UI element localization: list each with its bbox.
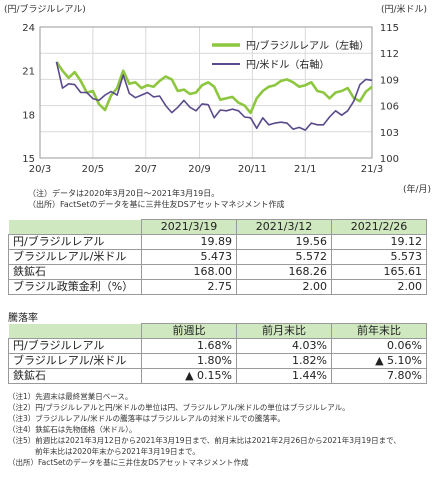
- table-row: ブラジルレアル/米ドル 5.473 5.572 5.573: [8, 249, 427, 265]
- change-header: 前月末比: [236, 323, 332, 339]
- row-label: ブラジルレアル/米ドル: [8, 249, 142, 265]
- chart-legend: 円/ブラジルレアル（左軸） 円/米ドル（右軸）: [212, 39, 369, 71]
- x-tick-label: 21/1: [294, 164, 316, 175]
- table-row: 円/ブラジルレアル 1.68% 4.03% 0.06%: [8, 338, 427, 354]
- cell-value: ▲ 5.10%: [331, 353, 427, 369]
- plot-frame: [39, 26, 373, 159]
- footnote: 前年末比は2020年末から2021年3月19日まで。: [35, 447, 200, 456]
- y-right-tick-label: 106: [380, 102, 399, 113]
- cell-value: 0.06%: [331, 338, 427, 354]
- change-header-row: 前週比 前月末比 前年末比: [8, 323, 427, 339]
- row-label: 鉄鉱石: [8, 368, 142, 384]
- levels-header-date: 2021/3/19: [141, 219, 237, 235]
- footnote: （注1）先週末は最終営業日ベース。: [8, 392, 133, 401]
- x-tick-label: 20/3: [29, 164, 51, 175]
- cell-value: 168.26: [236, 264, 332, 280]
- row-label: 円/ブラジルレアル: [8, 234, 142, 250]
- y-right-tick-label: 103: [380, 128, 399, 139]
- chart-source: （出所）FactSetのデータを基に三井住友DSアセットマネジメント作成: [28, 200, 285, 209]
- row-label: ブラジルレアル/米ドル: [8, 353, 142, 369]
- brl-jpy-line: [55, 61, 373, 115]
- y-right-tick-label: 109: [380, 75, 399, 86]
- footnote: （注4）鉄鉱石は先物価格（米ドル）。: [8, 425, 137, 434]
- usd-jpy-line: [55, 61, 373, 131]
- footnotes: （注1）先週末は最終営業日ベース。 （注2）円/ブラジルレアルと円/米ドルの単位…: [8, 391, 401, 468]
- levels-header-row: 2021/3/19 2021/3/12 2021/2/26: [8, 219, 427, 235]
- y-left-tick-label: 15: [22, 154, 35, 165]
- levels-table: 2021/3/19 2021/3/12 2021/2/26 円/ブラジルレアル …: [8, 219, 427, 295]
- x-tick-label: 20/11: [238, 164, 267, 175]
- cell-value: 2.00: [236, 279, 332, 295]
- row-label: 円/ブラジルレアル: [8, 338, 142, 354]
- y-left-tick-label: 18: [22, 110, 35, 121]
- cell-value: 1.68%: [141, 338, 237, 354]
- right-axis-title: (円/米ドル): [380, 5, 427, 15]
- x-tick-label: 21/3: [361, 164, 383, 175]
- cell-value: 7.80%: [331, 368, 427, 384]
- cell-value: 2.00: [331, 279, 427, 295]
- chart-note: （注）データは2020年3月20日～2021年3月19日。: [28, 189, 220, 198]
- change-header: 前週比: [141, 323, 237, 339]
- row-label: 鉄鉱石: [8, 264, 142, 280]
- levels-corner: [8, 219, 142, 235]
- cell-value: 19.56: [236, 234, 332, 250]
- x-tick-label: 20/9: [188, 164, 210, 175]
- cell-value: 168.00: [141, 264, 237, 280]
- footnote: （注2）円/ブラジルレアルと円/米ドルの単位は円、ブラジルレアル/米ドルの単位は…: [8, 403, 350, 412]
- cell-value: 1.82%: [236, 353, 332, 369]
- levels-header-date: 2021/3/12: [236, 219, 332, 235]
- cell-value: 5.572: [236, 249, 332, 265]
- legend-label: 円/米ドル（右軸）: [246, 58, 329, 71]
- table-row: 円/ブラジルレアル 19.89 19.56 19.12: [8, 234, 427, 250]
- change-section-title: 騰落率: [8, 313, 38, 324]
- table-row: ブラジルレアル/米ドル 1.80% 1.82% ▲ 5.10%: [8, 353, 427, 369]
- y-left-tick-label: 21: [22, 67, 35, 78]
- change-header: 前年末比: [331, 323, 427, 339]
- cell-value: 1.44%: [236, 368, 332, 384]
- y-right-tick-label: 100: [380, 154, 399, 165]
- footnote: （注3）ブラジルレアル/米ドルの騰落率はブラジルレアルの対米ドルでの騰落率。: [8, 414, 285, 423]
- y-right-tick-label: 112: [380, 49, 399, 60]
- row-label: ブラジル政策金利（%）: [8, 279, 142, 295]
- y-right-tick-label: 115: [380, 23, 399, 34]
- table-row: ブラジル政策金利（%） 2.75 2.00 2.00: [8, 279, 427, 295]
- y-left-tick-label: 24: [22, 23, 35, 34]
- cell-value: 5.573: [331, 249, 427, 265]
- cell-value: 5.473: [141, 249, 237, 265]
- levels-header-date: 2021/2/26: [331, 219, 427, 235]
- x-tick-label: 20/7: [135, 164, 157, 175]
- cell-value: 19.12: [331, 234, 427, 250]
- x-axis-unit: (年/月): [402, 185, 431, 195]
- footnote: （出所）FactSetのデータを基に三井住友DSアセットマネジメント作成: [8, 458, 249, 467]
- change-table: 前週比 前月末比 前年末比 円/ブラジルレアル 1.68% 4.03% 0.06…: [8, 323, 427, 384]
- legend-label: 円/ブラジルレアル（左軸）: [246, 39, 369, 52]
- cell-value: 1.80%: [141, 353, 237, 369]
- cell-value: 165.61: [331, 264, 427, 280]
- cell-value: ▲ 0.15%: [141, 368, 237, 384]
- cell-value: 4.03%: [236, 338, 332, 354]
- footnote: （注5）前週比は2021年3月12日から2021年3月19日まで、前月末比は20…: [8, 436, 401, 445]
- change-corner: [8, 323, 142, 339]
- cell-value: 2.75: [141, 279, 237, 295]
- cell-value: 19.89: [141, 234, 237, 250]
- table-row: 鉄鉱石 ▲ 0.15% 1.44% 7.80%: [8, 368, 427, 384]
- table-row: 鉄鉱石 168.00 168.26 165.61: [8, 264, 427, 280]
- x-tick-label: 20/5: [82, 164, 104, 175]
- chart-lines: [55, 61, 373, 131]
- left-axis-title: (円/ブラジルレアル): [4, 5, 86, 15]
